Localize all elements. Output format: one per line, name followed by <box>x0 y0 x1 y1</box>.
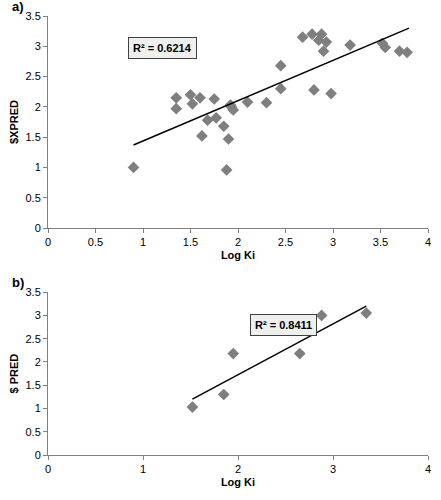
svg-text:4: 4 <box>425 463 431 475</box>
svg-text:b): b) <box>12 275 24 290</box>
svg-text:3: 3 <box>330 463 336 475</box>
svg-text:Log Ki: Log Ki <box>221 476 255 488</box>
svg-text:2: 2 <box>35 356 41 368</box>
svg-text:1: 1 <box>35 161 41 173</box>
svg-text:$XPRED: $XPRED <box>8 100 20 144</box>
svg-text:0: 0 <box>45 463 51 475</box>
svg-text:1.5: 1.5 <box>26 379 41 391</box>
svg-text:3.5: 3.5 <box>26 10 41 22</box>
svg-text:1: 1 <box>35 402 41 414</box>
svg-text:3.5: 3.5 <box>26 286 41 298</box>
svg-text:0: 0 <box>35 449 41 461</box>
svg-text:4: 4 <box>425 236 431 248</box>
svg-text:3.5: 3.5 <box>373 236 388 248</box>
svg-text:0.5: 0.5 <box>26 426 41 438</box>
svg-text:1: 1 <box>140 463 146 475</box>
svg-text:0: 0 <box>35 222 41 234</box>
svg-text:3: 3 <box>35 40 41 52</box>
svg-text:1.5: 1.5 <box>26 131 41 143</box>
svg-text:2: 2 <box>235 236 241 248</box>
svg-text:3: 3 <box>35 309 41 321</box>
svg-text:$ PRED: $ PRED <box>8 354 20 394</box>
svg-text:a): a) <box>12 0 24 14</box>
svg-text:1: 1 <box>140 236 146 248</box>
svg-text:R² = 0.6214: R² = 0.6214 <box>133 42 192 54</box>
svg-text:0.5: 0.5 <box>88 236 103 248</box>
svg-text:2: 2 <box>235 463 241 475</box>
svg-text:Log Ki: Log Ki <box>221 249 255 261</box>
svg-text:R² = 0.8411: R² = 0.8411 <box>255 319 312 331</box>
svg-text:2.5: 2.5 <box>26 70 41 82</box>
svg-text:1.5: 1.5 <box>183 236 198 248</box>
svg-text:2.5: 2.5 <box>26 333 41 345</box>
svg-text:2: 2 <box>35 101 41 113</box>
svg-text:3: 3 <box>330 236 336 248</box>
svg-text:0.5: 0.5 <box>26 192 41 204</box>
svg-text:0: 0 <box>45 236 51 248</box>
svg-text:2.5: 2.5 <box>278 236 293 248</box>
